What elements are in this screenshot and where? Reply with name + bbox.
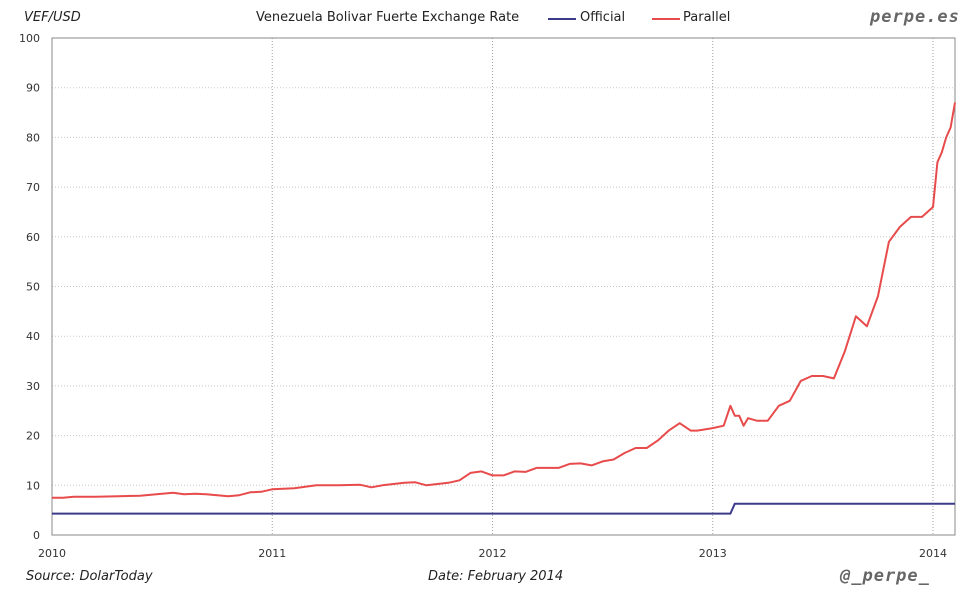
y-tick-label: 70 bbox=[26, 181, 40, 194]
brand-logo-text: perpe.es bbox=[870, 7, 960, 27]
x-tick-label: 2013 bbox=[699, 547, 727, 560]
author-handle: @_perpe_ bbox=[840, 566, 930, 586]
x-tick-label: 2012 bbox=[478, 547, 506, 560]
y-tick-label: 100 bbox=[19, 32, 40, 45]
x-tick-label: 2011 bbox=[258, 547, 286, 560]
y-tick-label: 60 bbox=[26, 231, 40, 244]
y-tick-label: 90 bbox=[26, 82, 40, 95]
x-tick-label: 2010 bbox=[38, 547, 66, 560]
axes bbox=[51, 37, 956, 536]
y-tick-label: 80 bbox=[26, 131, 40, 144]
grid-lines bbox=[52, 37, 955, 535]
y-tick-label: 40 bbox=[26, 330, 40, 343]
legend-label-parallel: Parallel bbox=[683, 10, 731, 25]
plot-frame bbox=[51, 37, 956, 536]
x-tick-label: 2014 bbox=[919, 547, 947, 560]
series-line-official bbox=[52, 502, 955, 515]
series-line-parallel bbox=[52, 102, 956, 499]
date-note: Date: February 2014 bbox=[428, 569, 564, 584]
legend-label-official: Official bbox=[580, 10, 626, 25]
series-lines bbox=[52, 102, 956, 515]
chart-title: Venezuela Bolivar Fuerte Exchange Rate bbox=[256, 10, 520, 25]
y-tick-label: 50 bbox=[26, 281, 40, 294]
y-tick-label: 10 bbox=[26, 479, 40, 492]
legend-swatch-parallel bbox=[652, 18, 680, 20]
x-tick-labels: 2010 2011 2012 2013 2014 bbox=[38, 547, 947, 560]
legend-swatch-official bbox=[548, 18, 576, 20]
y-tick-label: 0 bbox=[33, 529, 40, 542]
y-unit-label: VEF/USD bbox=[24, 10, 81, 25]
y-tick-label: 20 bbox=[26, 430, 40, 443]
source-note: Source: DolarToday bbox=[26, 569, 153, 584]
y-tick-labels: 0 10 20 30 40 50 60 70 80 90 100 bbox=[19, 32, 40, 542]
y-tick-label: 30 bbox=[26, 380, 40, 393]
